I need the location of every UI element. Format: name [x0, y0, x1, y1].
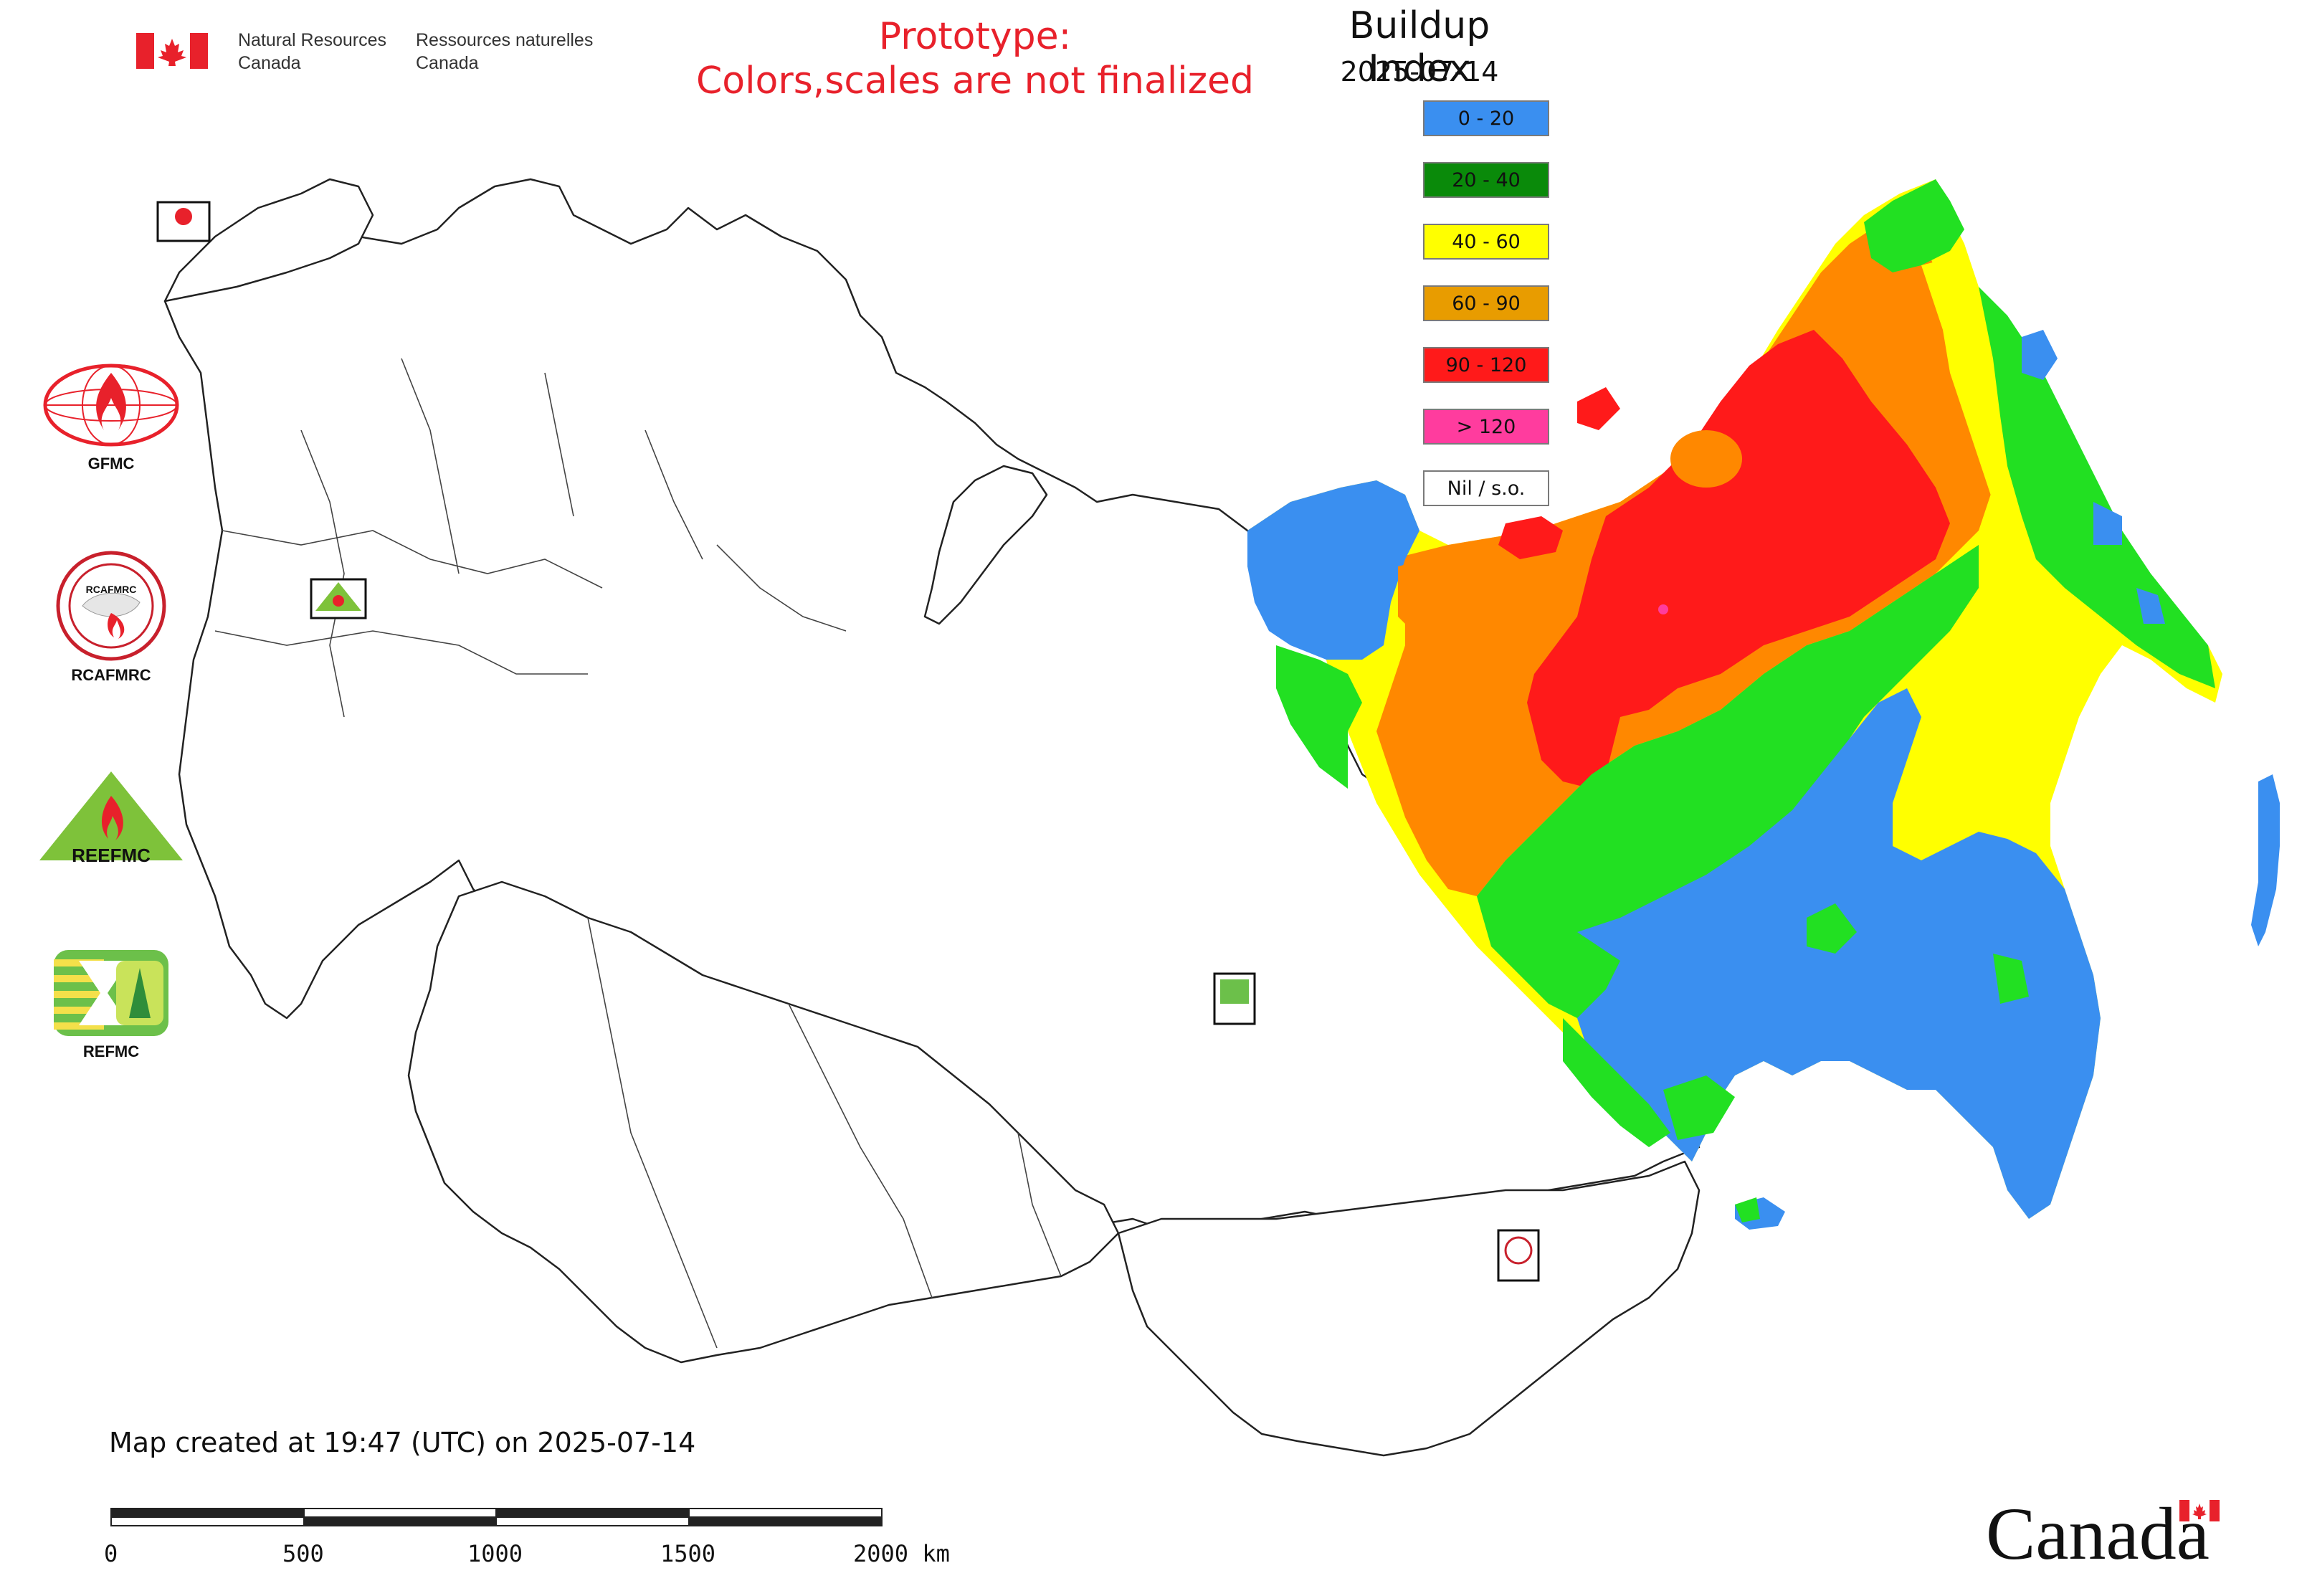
legend-title: Buildup Index [1349, 4, 1490, 90]
bui-red-islands [1498, 387, 1620, 559]
legend-item-1: 20 - 40 [1423, 162, 1549, 198]
internal-borders [214, 358, 1062, 1349]
prototype-notice: Prototype: Colors,scales are not finaliz… [631, 14, 1319, 103]
refmc-sigma-icon [54, 950, 168, 1036]
scale-tick-label: 500 [282, 1540, 324, 1567]
bui-orange-blob [1670, 430, 1742, 488]
legend-item-5: > 120 [1423, 409, 1549, 445]
prototype-line-2: Colors,scales are not finalized [695, 60, 1255, 103]
badge-reefmc-small [310, 578, 367, 619]
badge-gfmc-small [156, 201, 211, 242]
legend-date: 2025-07-14 [1340, 56, 1499, 87]
country-outlines [163, 178, 1701, 1457]
legend-item-3: 60 - 90 [1423, 285, 1549, 321]
bui-pink-speck [1658, 604, 1668, 614]
bui-green-southwest [1563, 1018, 1670, 1147]
map-created-note: Map created at 19:47 (UTC) on 2025-07-14 [109, 1427, 696, 1458]
nrcan-name-en: Natural Resources Canada [238, 30, 387, 73]
logo-refmc-label: REFMC [82, 1042, 140, 1060]
scale-bar [110, 1508, 883, 1526]
scale-tick-label: 2000 km [853, 1540, 950, 1567]
prototype-line-1: Prototype: [878, 15, 1072, 58]
canada-wordmark: Canada [1986, 1491, 2210, 1577]
island-outline-novaya-zemlya [923, 465, 1048, 625]
reefmc-logo-wordmark: REEFMC [72, 845, 151, 866]
gfmc-globe-icon [43, 364, 179, 447]
logo-reefmc: REEFMC [29, 767, 194, 870]
island-sakhalin [2251, 774, 2280, 946]
logo-rcafmrc: RCAFMRC RCAFMRC [29, 548, 194, 685]
bui-red-zone [1527, 330, 1950, 789]
rcafmrc-seal-icon: RCAFMRC [56, 551, 166, 661]
logo-rcafmrc-label: RCAFMRC [71, 666, 151, 684]
logo-gfmc: GFMC [29, 358, 194, 473]
legend-item-2: 40 - 60 [1423, 224, 1549, 260]
scale-tick-label: 0 [104, 1540, 118, 1567]
bui-green-south-patches [1663, 903, 2029, 1140]
logo-gfmc-label: GFMC [87, 455, 135, 472]
bui-green-east [1979, 287, 2215, 688]
bui-blue-east-spots [2022, 330, 2165, 624]
nrcan-name-fr: Ressources naturelles Canada [416, 30, 594, 73]
scale-tick-label: 1500 [660, 1540, 716, 1567]
legend-item-4: 90 - 120 [1423, 347, 1549, 383]
scale-tick-label: 1000 [467, 1540, 523, 1567]
badge-rcafmrc-small [1497, 1229, 1540, 1282]
bui-green-north [1864, 179, 1964, 272]
reefmc-triangle-icon: REEFMC [39, 771, 183, 866]
bui-blue-nw [1247, 480, 1419, 660]
bui-green-south [1477, 545, 1979, 1018]
legend-item-0: 0 - 20 [1423, 100, 1549, 136]
canada-flag-icon [136, 33, 208, 69]
logo-refmc: REFMC [29, 946, 194, 1061]
badge-refmc-small [1213, 972, 1256, 1025]
wordmark-flag-icon [2179, 1500, 2220, 1521]
bui-orange-nw-strip [1398, 559, 1434, 631]
region-outline-scandinavia [163, 178, 374, 303]
canada-wordmark-text: Canada [1986, 1493, 2210, 1575]
legend-item-6: Nil / s.o. [1423, 470, 1549, 506]
svg-text:RCAFMRC: RCAFMRC [86, 584, 137, 595]
nrcan-signature: Natural Resources Canada Ressources natu… [136, 29, 624, 79]
bui-green-belt [1276, 645, 1362, 789]
region-outline-central-asia [407, 880, 1120, 1364]
region-outline-mongolia [1117, 1160, 1701, 1457]
bui-raster [1247, 179, 2280, 1230]
